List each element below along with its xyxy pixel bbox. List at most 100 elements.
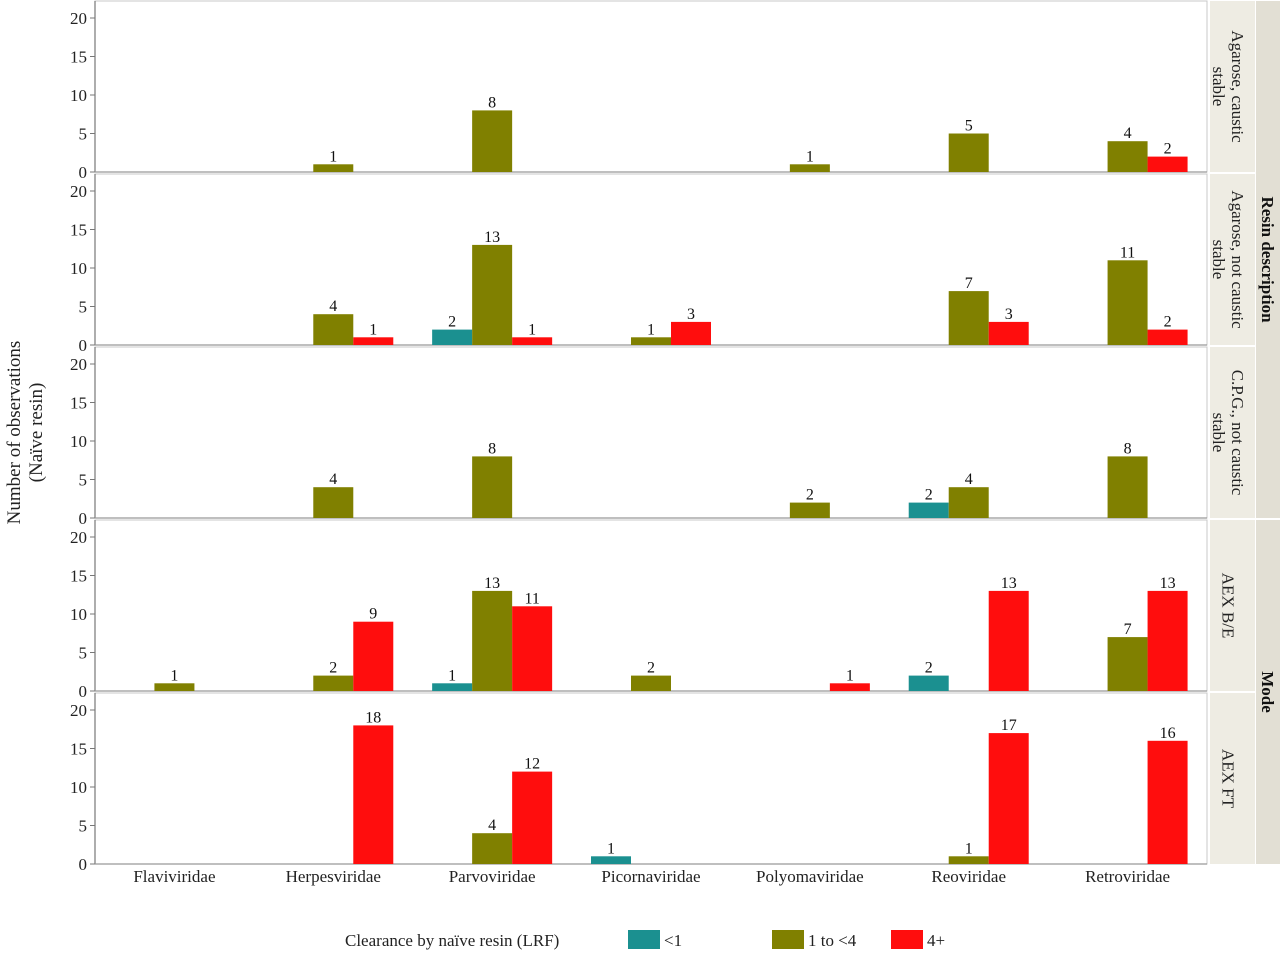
bar-1-to-4 (154, 683, 195, 691)
data-label: 17 (1001, 717, 1017, 734)
data-label: 9 (369, 606, 377, 623)
data-label: 11 (1120, 244, 1135, 261)
y-tick-label: 0 (79, 336, 88, 355)
facet-label-line: Agarose, caustic (1228, 30, 1247, 143)
x-tick-label: Retroviridae (1085, 867, 1170, 886)
facet-label-line: C.P.G., not caustic (1228, 370, 1247, 496)
data-label: 13 (1001, 575, 1017, 592)
facet-strip (1210, 347, 1255, 518)
y-tick-label: 20 (70, 528, 87, 547)
data-label: 8 (1124, 440, 1132, 457)
data-label: 4 (329, 298, 337, 315)
y-tick-label: 20 (70, 701, 87, 720)
facet-label-line: stable (1209, 240, 1228, 280)
bar-1-to-4 (948, 133, 989, 172)
data-label: 7 (965, 275, 973, 292)
legend-entry: <1 (664, 931, 682, 950)
x-tick-label: Reoviridae (931, 867, 1006, 886)
facet-strip (1210, 174, 1255, 345)
group-label: Resin description (1258, 196, 1277, 323)
bar-1-to-4 (313, 675, 354, 691)
y-tick-label: 20 (70, 355, 87, 374)
bar-4- (829, 683, 870, 691)
bar--1 (908, 502, 949, 518)
bar-1-to-4 (472, 110, 513, 172)
bar-1-to-4 (948, 856, 989, 864)
y-tick-label: 10 (70, 86, 87, 105)
bar-4- (1147, 156, 1188, 172)
bar-1-to-4 (1107, 456, 1148, 518)
bar-1-to-4 (472, 590, 513, 691)
data-label: 4 (488, 817, 496, 834)
data-label: 2 (329, 660, 337, 677)
y-tick-label: 5 (79, 125, 88, 144)
x-tick-label: Parvoviridae (449, 867, 536, 886)
data-label: 3 (1005, 306, 1013, 323)
data-label: 1 (528, 321, 536, 338)
bar-1-to-4 (1107, 141, 1148, 172)
data-label: 1 (965, 840, 973, 857)
y-tick-label: 0 (79, 682, 88, 701)
group-strip (1256, 520, 1280, 864)
group-label-text: Mode (1258, 671, 1277, 713)
bar-1-to-4 (1107, 637, 1148, 691)
bar--1 (432, 329, 473, 345)
legend-title: Clearance by naïve resin (LRF) (345, 931, 559, 950)
data-label: 2 (448, 314, 456, 331)
bar-4- (512, 771, 553, 864)
bar--1 (591, 856, 631, 864)
data-label: 13 (1160, 575, 1176, 592)
facet-label-line: AEX B/E (1219, 573, 1238, 639)
legend-entry: 1 to <4 (808, 931, 857, 950)
y-tick-label: 5 (79, 298, 88, 317)
y-tick-label: 0 (79, 163, 88, 182)
y-tick-label: 10 (70, 605, 87, 624)
x-tick-label: Flaviviridae (133, 867, 215, 886)
y-axis-title: Number of observations (Naïve resin) (4, 341, 47, 525)
panel-frame-5 (94, 692, 1208, 865)
y-axis-title-line: Number of observations (4, 341, 25, 525)
bar-4- (353, 337, 394, 345)
x-tick-label: Polyomaviridae (756, 867, 864, 886)
bar-1-to-4 (472, 244, 513, 345)
data-label: 4 (965, 471, 973, 488)
y-tick-label: 15 (70, 740, 87, 759)
bar-1-to-4 (1107, 260, 1148, 345)
bar-4- (1147, 590, 1188, 691)
y-tick-label: 20 (70, 182, 87, 201)
bar-1-to-4 (472, 456, 513, 518)
data-label: 18 (365, 709, 381, 726)
bar-4- (988, 733, 1029, 864)
facet-strip (1210, 520, 1255, 691)
y-tick-label: 5 (79, 644, 88, 663)
facet-label-line: stable (1209, 67, 1228, 107)
bar-1-to-4 (313, 314, 354, 345)
y-tick-label: 15 (70, 394, 87, 413)
facet-label: AEX B/E (1219, 573, 1238, 639)
legend-swatch (772, 930, 804, 949)
facet-label-line: AEX FT (1219, 749, 1238, 809)
y-tick-label: 20 (70, 9, 87, 28)
bar-4- (671, 321, 711, 345)
bar--1 (432, 683, 473, 691)
data-label: 5 (965, 118, 973, 135)
data-label: 2 (925, 660, 933, 677)
legend-swatch (891, 930, 923, 949)
bar--1 (908, 675, 949, 691)
data-label: 1 (647, 321, 655, 338)
data-label: 8 (488, 94, 496, 111)
group-label-text: Resin description (1258, 196, 1277, 323)
data-label: 3 (687, 306, 695, 323)
facet-label: AEX FT (1219, 749, 1238, 809)
y-tick-label: 0 (79, 855, 88, 874)
y-tick-label: 5 (79, 471, 88, 490)
bar-4- (353, 725, 394, 864)
bar-4- (512, 337, 553, 345)
facet-label-line: Agarose, not caustic (1228, 190, 1247, 329)
x-tick-label: Picornaviridae (601, 867, 700, 886)
panel-frame-3 (94, 346, 1208, 519)
panel-frame-2 (94, 173, 1208, 346)
data-label: 1 (607, 840, 615, 857)
